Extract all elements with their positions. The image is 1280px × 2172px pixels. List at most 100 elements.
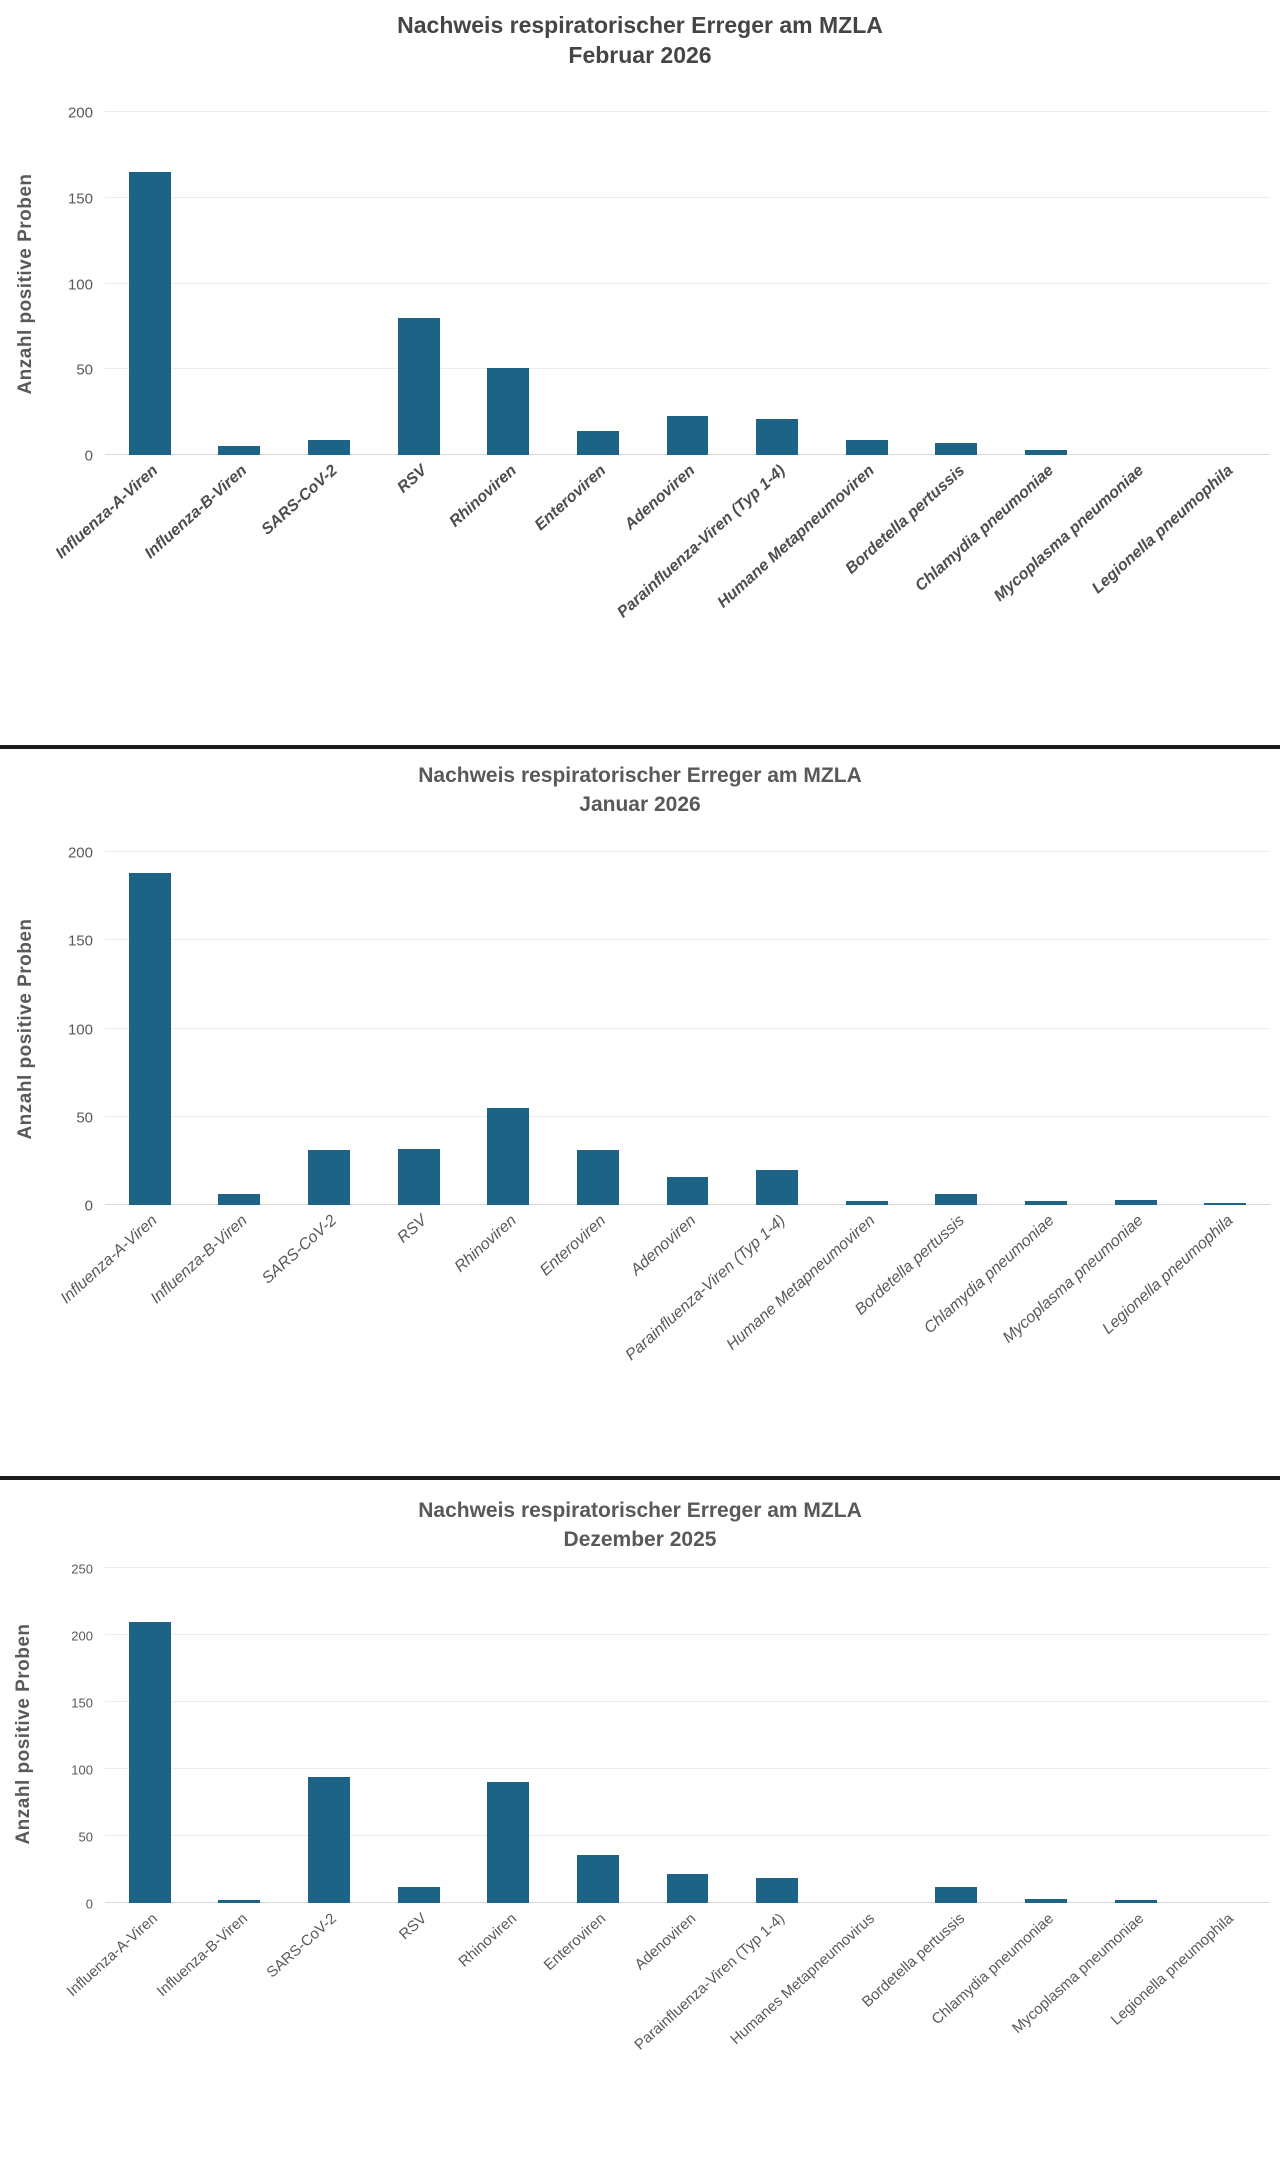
grid-line [105, 1835, 1270, 1836]
bar [128, 172, 171, 455]
x-category-label: SARS-CoV-2 [258, 462, 341, 539]
bar [128, 873, 171, 1205]
bar [487, 367, 530, 455]
bar [666, 1176, 709, 1205]
bar [218, 1194, 261, 1205]
y-tick-label: 0 [84, 1197, 93, 1215]
bar [128, 1621, 171, 1903]
grid-line [105, 939, 1270, 941]
y-tick-label: 100 [67, 1021, 93, 1038]
grid-line [105, 1115, 1270, 1117]
chart-title: Nachweis respiratorischer Erreger am MZL… [0, 10, 1280, 70]
y-tick-label: 50 [78, 1829, 93, 1845]
x-category-label: Enteroviren [540, 1910, 610, 1974]
grid-line [105, 1768, 1270, 1769]
chart-section-dezember-2025: Nachweis respiratorischer Erreger am MZL… [0, 1480, 1280, 2168]
bar [756, 1169, 799, 1205]
bar [487, 1107, 530, 1205]
bar [397, 1148, 440, 1205]
chart-title: Nachweis respiratorischer Erreger am MZL… [0, 761, 1280, 819]
bar [1024, 1898, 1067, 1903]
y-tick-label: 200 [67, 104, 93, 122]
chart-title-line2: Januar 2026 [579, 793, 701, 816]
grid-line [105, 1701, 1270, 1702]
y-tick-label: 50 [76, 1109, 93, 1127]
chart-title-line1: Nachweis respiratorischer Erreger am MZL… [418, 764, 862, 787]
x-category-label: Influenza-A-Viren [63, 1910, 162, 2001]
bar [1024, 1201, 1067, 1205]
x-axis-labels: Influenza-A-Viren Influenza-B-Viren SARS-C… [64, 1910, 1270, 2172]
bar [935, 1194, 978, 1205]
bar [397, 317, 440, 455]
bar [756, 1877, 799, 1903]
plot-area: 0 50 100 150 200 [68, 845, 1270, 1215]
x-category-label: Rhinoviren [446, 462, 520, 531]
x-category-label: Influenza-B-Viren [147, 1212, 251, 1308]
bar [308, 1777, 350, 1903]
bar [935, 443, 978, 455]
x-category-label: Humanes Metapneumovirus [727, 1910, 879, 2049]
grid-line [105, 1027, 1270, 1029]
grid-line [105, 282, 1270, 284]
x-category-label: SARS-CoV-2 [263, 1910, 341, 1982]
bar [845, 439, 888, 455]
y-tick-label: 150 [67, 932, 93, 950]
chart-title-line2: Februar 2026 [568, 42, 712, 68]
x-category-label: SARS-CoV-2 [259, 1212, 341, 1288]
y-tick-label: 0 [85, 1896, 93, 1912]
grid-line [105, 851, 1270, 852]
y-axis-title: Anzahl positive Proben [13, 1623, 34, 1845]
x-category-label: Adenoviren [631, 1910, 699, 1974]
x-category-label: Parainfluenza-Viren (Typ 1-4) [631, 1910, 789, 2054]
section-divider [0, 1476, 1280, 1480]
x-category-label: Mycoplasma pneumoniae [990, 462, 1147, 605]
section-divider [0, 745, 1280, 749]
bar [218, 1900, 261, 1903]
y-tick-label: 150 [67, 190, 93, 208]
x-category-label: Adenoviren [622, 462, 699, 534]
y-tick-label: 200 [67, 844, 93, 862]
bar [308, 439, 350, 455]
bar [666, 1873, 709, 1903]
x-category-label: Enteroviren [531, 462, 610, 535]
x-category-label: RSV [395, 1910, 431, 1944]
y-tick-label: 100 [67, 276, 93, 293]
bar [308, 1150, 350, 1205]
y-tick-label: 50 [76, 361, 93, 379]
y-axis-title: Anzahl positive Proben [15, 173, 36, 395]
bar [1204, 1203, 1247, 1205]
bar [576, 1150, 619, 1205]
grid-line [105, 111, 1270, 112]
x-category-label: Rhinoviren [451, 1212, 520, 1276]
y-tick-label: 200 [71, 1628, 93, 1644]
bar [935, 1886, 978, 1903]
grid-line [105, 368, 1270, 370]
bar [576, 431, 619, 455]
bar [576, 1854, 619, 1903]
y-tick-label: 0 [84, 447, 93, 465]
y-tick-label: 100 [71, 1762, 93, 1778]
y-tick-label: 250 [71, 1561, 93, 1577]
x-axis-labels: Influenza-A-Viren Influenza-B-Viren SARS-C… [58, 1212, 1270, 1492]
x-category-label: Rhinoviren [454, 1910, 520, 1971]
chart-title-line2: Dezember 2025 [563, 1528, 717, 1551]
grid-line [105, 1567, 1270, 1568]
bar [666, 415, 709, 455]
bar [1114, 1900, 1157, 1903]
plot-area: 0 50 100 150 200 250 [71, 1562, 1270, 1912]
chart-title-line1: Nachweis respiratorischer Erreger am MZL… [397, 12, 883, 38]
x-category-label: Parainfluenza-Viren (Typ 1-4) [622, 1212, 789, 1365]
x-category-label: Adenoviren [627, 1212, 699, 1279]
x-category-label: Humane Metapneumoviren [723, 1212, 879, 1354]
x-category-label: RSV [394, 1212, 431, 1247]
bar [1024, 449, 1067, 455]
grid-line [105, 1634, 1270, 1635]
bar [487, 1782, 530, 1903]
chart-title-line1: Nachweis respiratorischer Erreger am MZL… [418, 1499, 862, 1522]
chart-section-januar-2026: Nachweis respiratorischer Erreger am MZL… [0, 749, 1280, 1476]
y-axis-title: Anzahl positive Proben [15, 918, 36, 1140]
x-category-label: Influenza-B-Viren [153, 1910, 251, 2001]
chart-section-februar-2026: Nachweis respiratorischer Erreger am MZL… [0, 0, 1280, 745]
bar [845, 1201, 888, 1205]
x-axis-labels: Influenza-A-Viren Influenza-B-Viren SARS-C… [52, 462, 1270, 742]
